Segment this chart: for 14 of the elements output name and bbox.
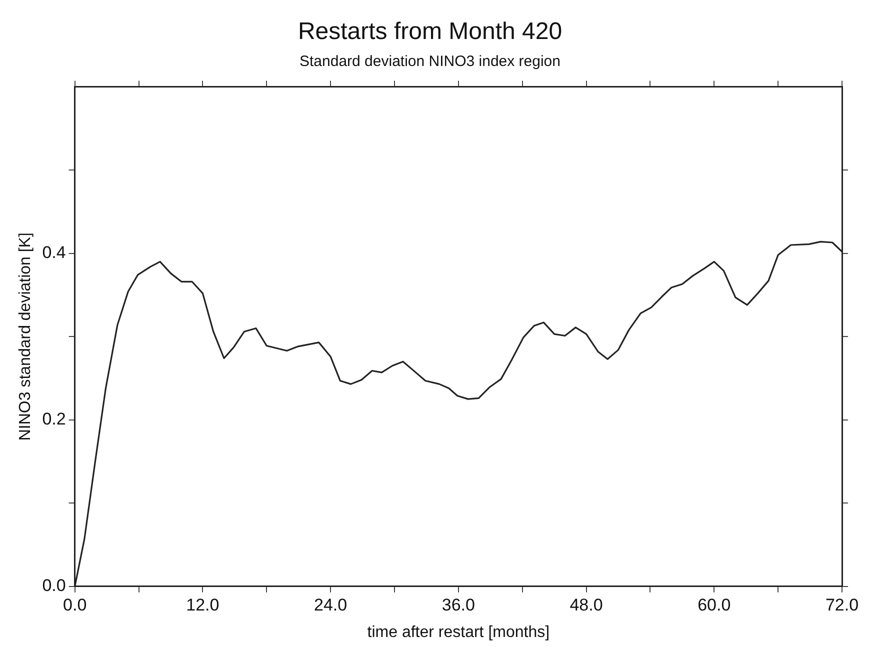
y-tick-label: 0.0 [42, 576, 66, 596]
x-axis-title: time after restart [months] [367, 624, 550, 641]
x-tick-label: 48.0 [570, 595, 603, 614]
x-tick-label: 12.0 [186, 595, 220, 614]
y-axis-title: NINO3 standard deviation [K] [17, 232, 34, 441]
chart-title: Restarts from Month 420 [298, 18, 562, 46]
y-tick-label: 0.4 [42, 243, 66, 262]
x-tick-label: 36.0 [442, 595, 475, 614]
chart-subtitle: Standard deviation NINO3 index region [300, 52, 560, 70]
x-tick-label: 0.0 [63, 595, 87, 614]
y-tick-label: 0.2 [42, 410, 66, 429]
x-tick-label: 24.0 [314, 595, 348, 614]
x-tick-label: 72.0 [825, 595, 859, 614]
x-tick-label: 60.0 [698, 595, 731, 614]
